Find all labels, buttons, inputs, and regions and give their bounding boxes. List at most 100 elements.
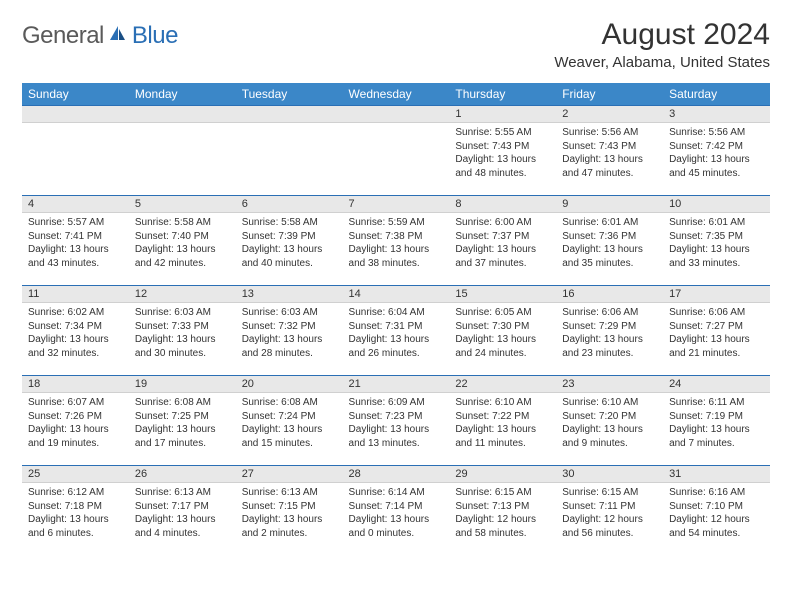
calendar-day: 1Sunrise: 5:55 AMSunset: 7:43 PMDaylight… — [449, 105, 556, 195]
sunrise-text: Sunrise: 6:03 AM — [135, 306, 230, 320]
day-number: 1 — [449, 105, 556, 123]
sunrise-text: Sunrise: 6:03 AM — [242, 306, 337, 320]
sunset-text: Sunset: 7:42 PM — [669, 140, 764, 154]
calendar-day: 22Sunrise: 6:10 AMSunset: 7:22 PMDayligh… — [449, 375, 556, 465]
day-content: Sunrise: 6:13 AMSunset: 7:15 PMDaylight:… — [236, 483, 343, 543]
day-content: Sunrise: 6:09 AMSunset: 7:23 PMDaylight:… — [343, 393, 450, 453]
day-number: 2 — [556, 105, 663, 123]
sunset-text: Sunset: 7:24 PM — [242, 410, 337, 424]
day-number: 17 — [663, 285, 770, 303]
calendar-day: 2Sunrise: 5:56 AMSunset: 7:43 PMDaylight… — [556, 105, 663, 195]
day-content: Sunrise: 6:08 AMSunset: 7:25 PMDaylight:… — [129, 393, 236, 453]
sunset-text: Sunset: 7:38 PM — [349, 230, 444, 244]
calendar-day — [22, 105, 129, 195]
calendar-day: 27Sunrise: 6:13 AMSunset: 7:15 PMDayligh… — [236, 465, 343, 555]
sunset-text: Sunset: 7:31 PM — [349, 320, 444, 334]
calendar-day: 29Sunrise: 6:15 AMSunset: 7:13 PMDayligh… — [449, 465, 556, 555]
month-title: August 2024 — [554, 18, 770, 52]
sunset-text: Sunset: 7:32 PM — [242, 320, 337, 334]
day-content: Sunrise: 5:56 AMSunset: 7:42 PMDaylight:… — [663, 123, 770, 183]
day-content: Sunrise: 6:05 AMSunset: 7:30 PMDaylight:… — [449, 303, 556, 363]
calendar-week: 18Sunrise: 6:07 AMSunset: 7:26 PMDayligh… — [22, 375, 770, 465]
calendar-week: 25Sunrise: 6:12 AMSunset: 7:18 PMDayligh… — [22, 465, 770, 555]
sunrise-text: Sunrise: 6:00 AM — [455, 216, 550, 230]
day-number: 20 — [236, 375, 343, 393]
column-header: Sunday — [22, 83, 129, 105]
day-number: 8 — [449, 195, 556, 213]
day-content: Sunrise: 6:15 AMSunset: 7:13 PMDaylight:… — [449, 483, 556, 543]
calendar-week: 1Sunrise: 5:55 AMSunset: 7:43 PMDaylight… — [22, 105, 770, 195]
day-content: Sunrise: 6:13 AMSunset: 7:17 PMDaylight:… — [129, 483, 236, 543]
column-header: Saturday — [663, 83, 770, 105]
day-number: 16 — [556, 285, 663, 303]
day-number: 7 — [343, 195, 450, 213]
sunrise-text: Sunrise: 5:56 AM — [562, 126, 657, 140]
sunset-text: Sunset: 7:36 PM — [562, 230, 657, 244]
day-number: 24 — [663, 375, 770, 393]
day-number-empty — [343, 105, 450, 123]
sunrise-text: Sunrise: 6:14 AM — [349, 486, 444, 500]
day-content: Sunrise: 6:12 AMSunset: 7:18 PMDaylight:… — [22, 483, 129, 543]
sunset-text: Sunset: 7:25 PM — [135, 410, 230, 424]
day-content: Sunrise: 6:08 AMSunset: 7:24 PMDaylight:… — [236, 393, 343, 453]
day-number: 19 — [129, 375, 236, 393]
daylight-text: Daylight: 13 hours and 45 minutes. — [669, 153, 764, 180]
calendar-day: 13Sunrise: 6:03 AMSunset: 7:32 PMDayligh… — [236, 285, 343, 375]
calendar-day: 24Sunrise: 6:11 AMSunset: 7:19 PMDayligh… — [663, 375, 770, 465]
sunrise-text: Sunrise: 6:10 AM — [562, 396, 657, 410]
sunrise-text: Sunrise: 5:59 AM — [349, 216, 444, 230]
title-block: August 2024 Weaver, Alabama, United Stat… — [554, 18, 770, 79]
column-header: Friday — [556, 83, 663, 105]
daylight-text: Daylight: 13 hours and 42 minutes. — [135, 243, 230, 270]
day-number: 27 — [236, 465, 343, 483]
daylight-text: Daylight: 13 hours and 48 minutes. — [455, 153, 550, 180]
sunrise-text: Sunrise: 6:09 AM — [349, 396, 444, 410]
calendar-body: 1Sunrise: 5:55 AMSunset: 7:43 PMDaylight… — [22, 105, 770, 555]
calendar-day: 30Sunrise: 6:15 AMSunset: 7:11 PMDayligh… — [556, 465, 663, 555]
day-content: Sunrise: 6:04 AMSunset: 7:31 PMDaylight:… — [343, 303, 450, 363]
sunset-text: Sunset: 7:18 PM — [28, 500, 123, 514]
sunset-text: Sunset: 7:11 PM — [562, 500, 657, 514]
calendar-table: SundayMondayTuesdayWednesdayThursdayFrid… — [22, 83, 770, 555]
calendar-day: 5Sunrise: 5:58 AMSunset: 7:40 PMDaylight… — [129, 195, 236, 285]
sunset-text: Sunset: 7:10 PM — [669, 500, 764, 514]
sunrise-text: Sunrise: 5:55 AM — [455, 126, 550, 140]
calendar-day: 14Sunrise: 6:04 AMSunset: 7:31 PMDayligh… — [343, 285, 450, 375]
day-number: 12 — [129, 285, 236, 303]
sunrise-text: Sunrise: 6:02 AM — [28, 306, 123, 320]
day-number: 18 — [22, 375, 129, 393]
sunrise-text: Sunrise: 6:01 AM — [562, 216, 657, 230]
header: General Blue August 2024 Weaver, Alabama… — [22, 18, 770, 79]
sunset-text: Sunset: 7:29 PM — [562, 320, 657, 334]
daylight-text: Daylight: 13 hours and 26 minutes. — [349, 333, 444, 360]
daylight-text: Daylight: 13 hours and 23 minutes. — [562, 333, 657, 360]
calendar-week: 11Sunrise: 6:02 AMSunset: 7:34 PMDayligh… — [22, 285, 770, 375]
daylight-text: Daylight: 13 hours and 0 minutes. — [349, 513, 444, 540]
daylight-text: Daylight: 13 hours and 9 minutes. — [562, 423, 657, 450]
day-content: Sunrise: 6:01 AMSunset: 7:35 PMDaylight:… — [663, 213, 770, 273]
day-number: 9 — [556, 195, 663, 213]
calendar-day: 31Sunrise: 6:16 AMSunset: 7:10 PMDayligh… — [663, 465, 770, 555]
calendar-day: 8Sunrise: 6:00 AMSunset: 7:37 PMDaylight… — [449, 195, 556, 285]
sunset-text: Sunset: 7:20 PM — [562, 410, 657, 424]
daylight-text: Daylight: 13 hours and 33 minutes. — [669, 243, 764, 270]
daylight-text: Daylight: 12 hours and 58 minutes. — [455, 513, 550, 540]
calendar-day: 15Sunrise: 6:05 AMSunset: 7:30 PMDayligh… — [449, 285, 556, 375]
calendar-day: 26Sunrise: 6:13 AMSunset: 7:17 PMDayligh… — [129, 465, 236, 555]
sunrise-text: Sunrise: 6:01 AM — [669, 216, 764, 230]
calendar-day: 17Sunrise: 6:06 AMSunset: 7:27 PMDayligh… — [663, 285, 770, 375]
sunset-text: Sunset: 7:37 PM — [455, 230, 550, 244]
day-number: 11 — [22, 285, 129, 303]
column-header: Wednesday — [343, 83, 450, 105]
sunrise-text: Sunrise: 6:15 AM — [455, 486, 550, 500]
daylight-text: Daylight: 13 hours and 21 minutes. — [669, 333, 764, 360]
calendar-day: 28Sunrise: 6:14 AMSunset: 7:14 PMDayligh… — [343, 465, 450, 555]
sunrise-text: Sunrise: 6:13 AM — [135, 486, 230, 500]
day-number: 6 — [236, 195, 343, 213]
day-content: Sunrise: 6:14 AMSunset: 7:14 PMDaylight:… — [343, 483, 450, 543]
day-content: Sunrise: 5:55 AMSunset: 7:43 PMDaylight:… — [449, 123, 556, 183]
calendar-day: 9Sunrise: 6:01 AMSunset: 7:36 PMDaylight… — [556, 195, 663, 285]
day-number: 13 — [236, 285, 343, 303]
daylight-text: Daylight: 13 hours and 30 minutes. — [135, 333, 230, 360]
day-number: 3 — [663, 105, 770, 123]
